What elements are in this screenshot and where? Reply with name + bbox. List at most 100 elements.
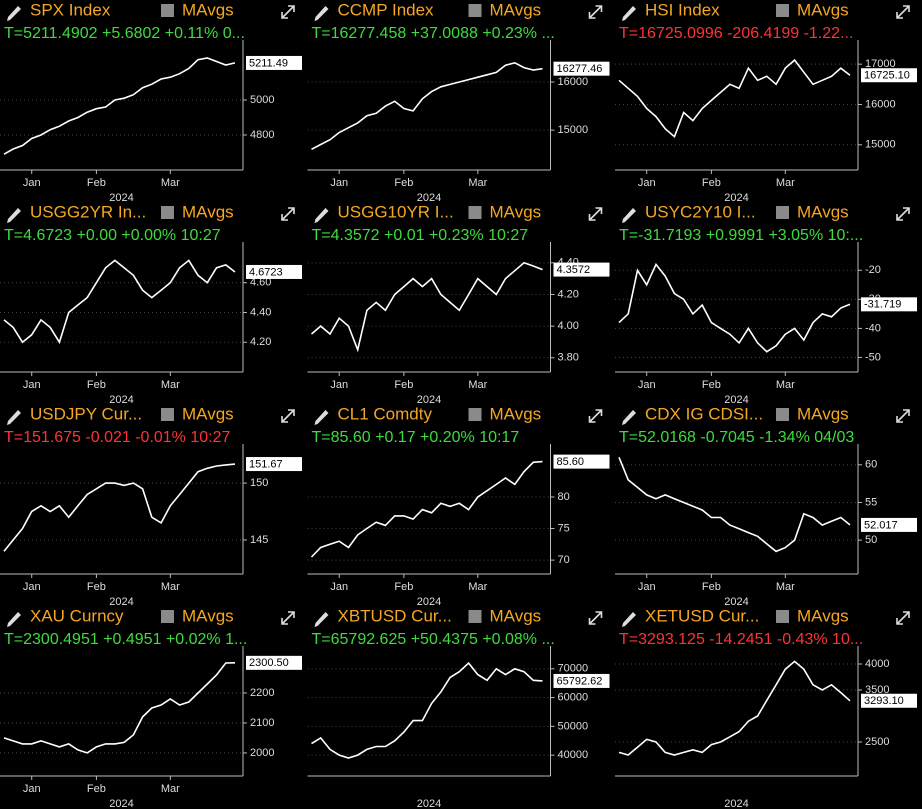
chart-title: USYC2Y10 I... — [645, 202, 756, 221]
x-tick-label: Feb — [87, 581, 106, 593]
overlay-checkbox[interactable] — [468, 408, 482, 421]
x-tick-label: Mar — [468, 177, 487, 189]
expand-icon[interactable] — [281, 5, 295, 19]
x-tick-label: Jan — [23, 379, 41, 391]
y-tick-label: 16000 — [865, 98, 896, 110]
expand-icon[interactable] — [281, 611, 295, 625]
overlay-label: MAvgs — [182, 202, 234, 221]
expand-icon[interactable] — [588, 207, 603, 221]
chart-panel: CCMP Index MAvgs T=16277.458 +37.0088 +0.2… — [307, 0, 610, 204]
overlay-checkbox[interactable] — [161, 4, 174, 17]
y-tick-label: 145 — [250, 534, 268, 546]
edit-icon[interactable] — [7, 612, 21, 627]
last-price-label: 16725.10 — [864, 70, 910, 82]
price-line — [311, 61, 543, 151]
chart-panel: USDJPY Cur... MAvgs T=151.675 -0.021 -0.01… — [0, 404, 302, 608]
overlay-checkbox[interactable] — [468, 610, 482, 623]
last-price-box — [861, 693, 917, 708]
last-price-box — [861, 517, 917, 532]
last-price-box — [246, 457, 302, 472]
overlay-checkbox[interactable] — [161, 610, 174, 623]
overlay-checkbox[interactable] — [776, 206, 789, 219]
x-axis-label: 2024 — [109, 394, 133, 406]
last-price-label: 16277.46 — [557, 63, 603, 75]
price-line — [618, 456, 851, 553]
expand-icon[interactable] — [896, 611, 910, 625]
chart-title: XETUSD Cur... — [645, 606, 759, 625]
chart-title: XBTUSD Cur... — [338, 606, 452, 625]
x-tick-label: Jan — [330, 177, 348, 189]
overlay-label: MAvgs — [490, 404, 542, 423]
overlay-checkbox[interactable] — [468, 206, 482, 219]
x-tick-label: Feb — [394, 379, 413, 391]
y-tick-label: -40 — [865, 322, 881, 334]
quote: T=65792.625 +50.4375 +0.08% ... — [312, 631, 555, 648]
overlay-checkbox[interactable] — [161, 408, 174, 421]
overlay-label: MAvgs — [490, 606, 542, 625]
overlay-checkbox[interactable] — [161, 206, 174, 219]
expand-icon[interactable] — [896, 5, 910, 19]
y-tick-label: 3500 — [865, 684, 889, 696]
y-tick-label: 4.00 — [558, 320, 579, 332]
last-price-box — [861, 68, 917, 83]
x-axis-label: 2024 — [417, 798, 441, 809]
y-tick-label: 2500 — [865, 736, 889, 748]
chart-title: USDJPY Cur... — [30, 404, 142, 423]
overlay-label: MAvgs — [797, 0, 849, 19]
y-tick-label: 15000 — [558, 124, 589, 136]
chart-panel: XBTUSD Cur... MAvgs T=65792.625 +50.4375 +… — [307, 606, 610, 809]
expand-icon[interactable] — [588, 5, 603, 19]
chart-title: XAU Curncy — [30, 606, 124, 625]
edit-icon[interactable] — [7, 410, 21, 425]
edit-icon[interactable] — [314, 410, 329, 425]
expand-icon[interactable] — [896, 207, 910, 221]
x-tick-label: Mar — [776, 379, 795, 391]
x-tick-label: Jan — [23, 177, 41, 189]
x-axis-label: 2024 — [417, 596, 441, 608]
edit-icon[interactable] — [314, 6, 329, 21]
expand-icon[interactable] — [588, 611, 603, 625]
chart-panel: CDX IG CDSI... MAvgs T=52.0168 -0.7045 -1.… — [615, 404, 917, 608]
price-line — [310, 460, 543, 558]
overlay-label: MAvgs — [182, 0, 234, 19]
edit-icon[interactable] — [314, 208, 329, 223]
expand-icon[interactable] — [896, 409, 910, 423]
edit-icon[interactable] — [7, 208, 21, 223]
overlay-checkbox[interactable] — [468, 4, 482, 17]
quote: T=-31.7193 +0.9991 +3.05% 10:... — [619, 227, 863, 244]
x-axis-label: 2024 — [417, 394, 441, 406]
price-line — [618, 660, 851, 756]
last-price-box — [246, 264, 302, 279]
overlay-checkbox[interactable] — [776, 408, 789, 421]
chart-panel: XETUSD Cur... MAvgs T=3293.125 -14.2451 -0… — [615, 606, 917, 809]
chart-title: USGG2YR In... — [30, 202, 146, 221]
overlay-checkbox[interactable] — [776, 610, 789, 623]
chart-panel: USYC2Y10 I... MAvgs T=-31.7193 +0.9991 +3.… — [615, 202, 917, 406]
x-axis-label: 2024 — [109, 798, 133, 809]
price-line — [3, 463, 236, 552]
edit-icon[interactable] — [622, 410, 636, 425]
overlay-label: MAvgs — [182, 606, 234, 625]
chart-title: CCMP Index — [338, 0, 435, 19]
edit-icon[interactable] — [314, 612, 329, 627]
edit-icon[interactable] — [7, 6, 21, 21]
edit-icon[interactable] — [622, 612, 636, 627]
y-tick-label: 17000 — [865, 58, 896, 70]
expand-icon[interactable] — [281, 207, 295, 221]
y-tick-label: 50000 — [558, 720, 589, 732]
overlay-checkbox[interactable] — [776, 4, 789, 17]
expand-icon[interactable] — [281, 409, 295, 423]
x-axis-label: 2024 — [724, 192, 748, 204]
y-tick-label: 60000 — [558, 692, 589, 704]
edit-icon[interactable] — [622, 6, 636, 21]
quote: T=4.6723 +0.00 +0.00% 10:27 — [4, 227, 221, 244]
expand-icon[interactable] — [588, 409, 603, 423]
quote: T=151.675 -0.021 -0.01% 10:27 — [4, 429, 230, 446]
y-tick-label: 70 — [558, 554, 570, 566]
edit-icon[interactable] — [622, 208, 636, 223]
price-line — [3, 259, 236, 345]
y-tick-label: 50 — [865, 534, 877, 546]
x-tick-label: Jan — [23, 783, 41, 795]
chart-panel: HSI Index MAvgs T=16725.0996 -206.4199 -1.… — [615, 0, 917, 204]
x-tick-label: Mar — [468, 379, 487, 391]
